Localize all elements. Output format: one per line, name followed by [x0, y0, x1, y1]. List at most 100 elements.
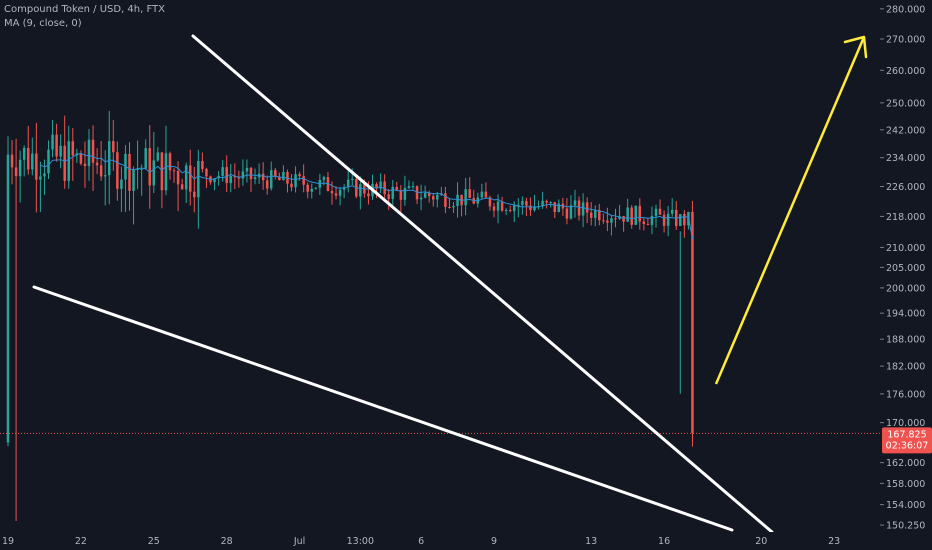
candle-body: [205, 168, 208, 177]
candle-body: [274, 170, 277, 177]
candle-body: [517, 204, 520, 206]
candle-body: [221, 167, 224, 176]
candle-body: [35, 153, 38, 180]
candle-body: [593, 209, 597, 218]
candle-body: [642, 221, 646, 225]
candle-body: [346, 179, 350, 188]
candle-body: [658, 208, 662, 215]
candle-body: [164, 153, 168, 191]
candle-body: [626, 207, 629, 222]
candle-body: [294, 174, 297, 188]
bar-countdown: 02:36:07: [886, 440, 929, 451]
x-tick-label: 13: [585, 536, 597, 547]
candle-body: [565, 208, 569, 219]
candle-body: [120, 179, 123, 189]
candle-body: [99, 165, 103, 177]
candle-body: [581, 202, 585, 216]
candle-body: [18, 159, 22, 177]
candle-body: [492, 206, 496, 211]
projection-arrow-shaft: [714, 36, 866, 385]
candle-body: [168, 153, 172, 171]
projection-arrow-head: [843, 35, 868, 59]
y-tick-label: 194.000: [886, 309, 925, 320]
candle-body: [634, 205, 638, 225]
candle-body: [431, 196, 435, 200]
candle-body: [683, 214, 686, 226]
candle-body: [282, 172, 285, 181]
candle-body: [488, 197, 492, 207]
candle-body: [448, 206, 451, 208]
candle-body: [342, 187, 346, 190]
last-price-tag: 167.825 02:36:07: [882, 427, 932, 454]
candle-body: [55, 134, 58, 157]
x-tick-label: Jul: [293, 536, 305, 547]
chart-legend: Compound Token / USD, 4h, FTX MA (9, clo…: [4, 3, 166, 31]
candle-body: [569, 205, 573, 219]
candle-body: [249, 167, 253, 180]
candle-body: [541, 200, 544, 207]
y-tick-label: 154.000: [886, 500, 925, 511]
y-tick-label: 210.000: [886, 243, 925, 254]
candle-body: [512, 205, 516, 212]
candle-body: [452, 205, 455, 208]
candle-body: [253, 177, 257, 180]
candle-body: [464, 189, 467, 206]
candle-body: [51, 134, 54, 150]
candle-body: [557, 203, 561, 212]
candle-body: [679, 214, 682, 227]
y-tick-label: 170.000: [886, 418, 925, 429]
candle-body: [399, 190, 403, 200]
candle-body: [128, 153, 131, 191]
y-tick-label: 280.000: [886, 4, 925, 15]
candle-body: [334, 193, 338, 196]
candle-body: [87, 139, 91, 167]
candle-body: [654, 208, 658, 216]
candle-body: [403, 187, 407, 200]
symbol-title: Compound Token / USD, 4h, FTX: [4, 4, 166, 15]
x-tick-label: 25: [148, 536, 160, 547]
candle-body: [10, 154, 14, 168]
candle-body: [350, 179, 354, 181]
candle-body: [107, 141, 111, 176]
candle-body: [67, 141, 71, 181]
candle-body: [278, 176, 281, 181]
x-tick-label: 19: [2, 536, 14, 547]
candle-body: [650, 215, 654, 225]
ma-legend: MA (9, close, 0): [4, 18, 82, 29]
last-price-value: 167.825: [887, 429, 926, 440]
candle-body: [103, 175, 107, 177]
candle-body: [22, 147, 26, 160]
candle-body: [14, 167, 18, 177]
x-tick-label: 9: [491, 536, 497, 547]
candle-body: [484, 191, 488, 198]
time-axis: 19 22 25 28 Jul 13:00 6 9 13 16 20 23: [0, 532, 932, 550]
candle-body: [508, 210, 512, 212]
y-tick-label: 162.000: [886, 458, 925, 469]
ma-line: [40, 152, 693, 240]
candle-body: [91, 139, 95, 163]
candle-body: [606, 220, 609, 223]
x-tick-label: 13:00: [347, 536, 374, 547]
candle-body: [545, 200, 548, 203]
candle-body: [95, 162, 99, 166]
candle-body: [610, 218, 613, 223]
y-tick-label: 226.000: [886, 182, 925, 193]
candle-body: [419, 197, 423, 200]
candle-body: [148, 148, 152, 186]
candle-body: [691, 211, 694, 434]
x-tick-label: 22: [75, 536, 87, 547]
y-tick-label: 234.000: [886, 153, 925, 164]
candle-body: [306, 184, 309, 192]
candle-body: [427, 192, 431, 197]
candle-body: [229, 175, 233, 184]
candle-body: [47, 149, 50, 174]
candle-body: [330, 190, 334, 194]
candle-body: [383, 181, 386, 195]
y-tick-label: 150.250: [886, 521, 925, 532]
candle-body: [585, 202, 589, 213]
y-tick-label: 158.000: [886, 479, 925, 490]
x-tick-label: 16: [658, 536, 670, 547]
candle-body: [265, 180, 269, 189]
candle-body: [359, 184, 362, 197]
